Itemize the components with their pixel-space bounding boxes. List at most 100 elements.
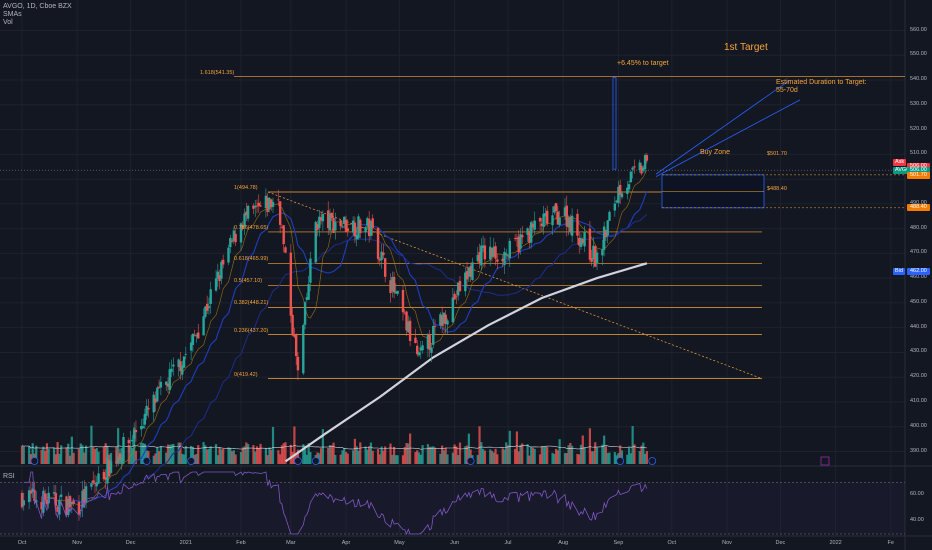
candle-body xyxy=(181,365,184,375)
fib-label: 0.5(457.10) xyxy=(234,278,263,285)
candle-body xyxy=(177,359,180,368)
volume-bar xyxy=(505,442,508,464)
candle-body xyxy=(245,211,248,216)
volume-bar xyxy=(368,446,371,464)
candle-body xyxy=(428,334,431,350)
volume-bar xyxy=(369,442,373,464)
candle-body xyxy=(433,325,437,327)
volume-bar xyxy=(44,450,47,464)
candle-body xyxy=(578,237,581,246)
volume-bar xyxy=(152,455,155,464)
volume-bar xyxy=(197,445,200,464)
volume-bar xyxy=(255,446,259,464)
candle-body xyxy=(645,155,649,161)
volume-bar xyxy=(70,436,73,464)
price-tick-label: 510.00 xyxy=(910,150,927,157)
volume-bar xyxy=(45,443,49,464)
volume-bar xyxy=(357,450,360,464)
candle-body xyxy=(451,297,455,323)
candles xyxy=(20,152,649,521)
volume-bars xyxy=(20,425,648,464)
candle-body xyxy=(143,413,147,425)
candle-body xyxy=(595,252,599,264)
volume-bar xyxy=(376,449,380,464)
candle-body xyxy=(576,213,579,236)
volume-bar xyxy=(481,448,485,464)
candle-body xyxy=(327,210,330,229)
volume-bar xyxy=(528,455,531,464)
volume-bar xyxy=(182,454,186,464)
candle-body xyxy=(193,334,196,336)
candle-body xyxy=(378,258,382,261)
volume-bar xyxy=(303,448,307,464)
volume-bar xyxy=(280,445,284,464)
candle-body xyxy=(83,489,86,503)
volume-bar xyxy=(77,448,81,464)
volume-bar xyxy=(31,443,34,464)
candle-body xyxy=(134,429,138,433)
volume-bar xyxy=(478,426,481,464)
candle-body xyxy=(59,494,63,497)
volume-bar xyxy=(540,446,543,464)
volume-bar xyxy=(581,435,584,464)
candle-body xyxy=(131,439,134,442)
volume-bar xyxy=(232,450,235,464)
price-tick-label: 410.00 xyxy=(910,397,927,404)
event-markers xyxy=(30,456,830,466)
indicator-vol[interactable]: Vol xyxy=(3,19,13,26)
candle-body xyxy=(416,345,419,355)
candle-body xyxy=(369,220,373,236)
volume-bar xyxy=(259,443,262,464)
volume-bar xyxy=(321,429,324,464)
time-tick-label: Mar xyxy=(286,540,296,546)
volume-bar xyxy=(638,451,641,464)
candle-body xyxy=(93,482,97,484)
candle-body xyxy=(166,383,170,387)
volume-bar xyxy=(538,454,542,464)
candle-body xyxy=(581,238,584,244)
candle-body xyxy=(246,205,250,219)
candle-body xyxy=(318,216,321,228)
candle-body xyxy=(328,213,332,231)
projection-line-upper xyxy=(655,79,791,175)
volume-bar xyxy=(359,442,362,464)
price-tick-label: 460.00 xyxy=(910,274,927,281)
volume-bar xyxy=(521,443,524,464)
candle-body xyxy=(204,306,207,317)
volume-bar xyxy=(396,455,399,464)
volume-bar xyxy=(102,446,105,464)
volume-bar xyxy=(551,452,554,464)
volume-bar xyxy=(433,447,437,464)
volume-bar xyxy=(579,444,583,464)
price-tick-label: 390.00 xyxy=(910,447,927,454)
volume-bar xyxy=(542,446,545,464)
rsi-label[interactable]: RSI xyxy=(3,473,15,480)
price-tick-label: 560.00 xyxy=(910,26,927,33)
volume-bar xyxy=(141,443,145,464)
volume-bar xyxy=(453,444,456,464)
candle-body xyxy=(519,234,522,249)
volume-bar xyxy=(409,433,412,464)
volume-bar xyxy=(289,444,292,464)
volume-bar xyxy=(467,433,470,464)
volume-bar xyxy=(403,446,406,464)
volume-bar xyxy=(594,442,597,464)
volume-bar xyxy=(339,454,342,464)
volume-bar xyxy=(384,446,387,464)
volume-bar xyxy=(604,446,608,464)
volume-bar xyxy=(159,446,162,464)
candle-body xyxy=(583,231,586,247)
candle-body xyxy=(90,483,93,487)
volume-bar xyxy=(179,442,182,464)
indicator-smas[interactable]: SMAs xyxy=(3,11,22,18)
earnings-marker xyxy=(466,457,475,465)
candle-body xyxy=(341,226,344,228)
volume-bar xyxy=(191,446,195,464)
volume-bar xyxy=(401,455,405,464)
volume-bar xyxy=(465,445,469,464)
candle-body xyxy=(280,226,284,228)
candle-body xyxy=(544,213,547,217)
volume-bar xyxy=(156,447,159,464)
volume-bar xyxy=(565,453,568,464)
